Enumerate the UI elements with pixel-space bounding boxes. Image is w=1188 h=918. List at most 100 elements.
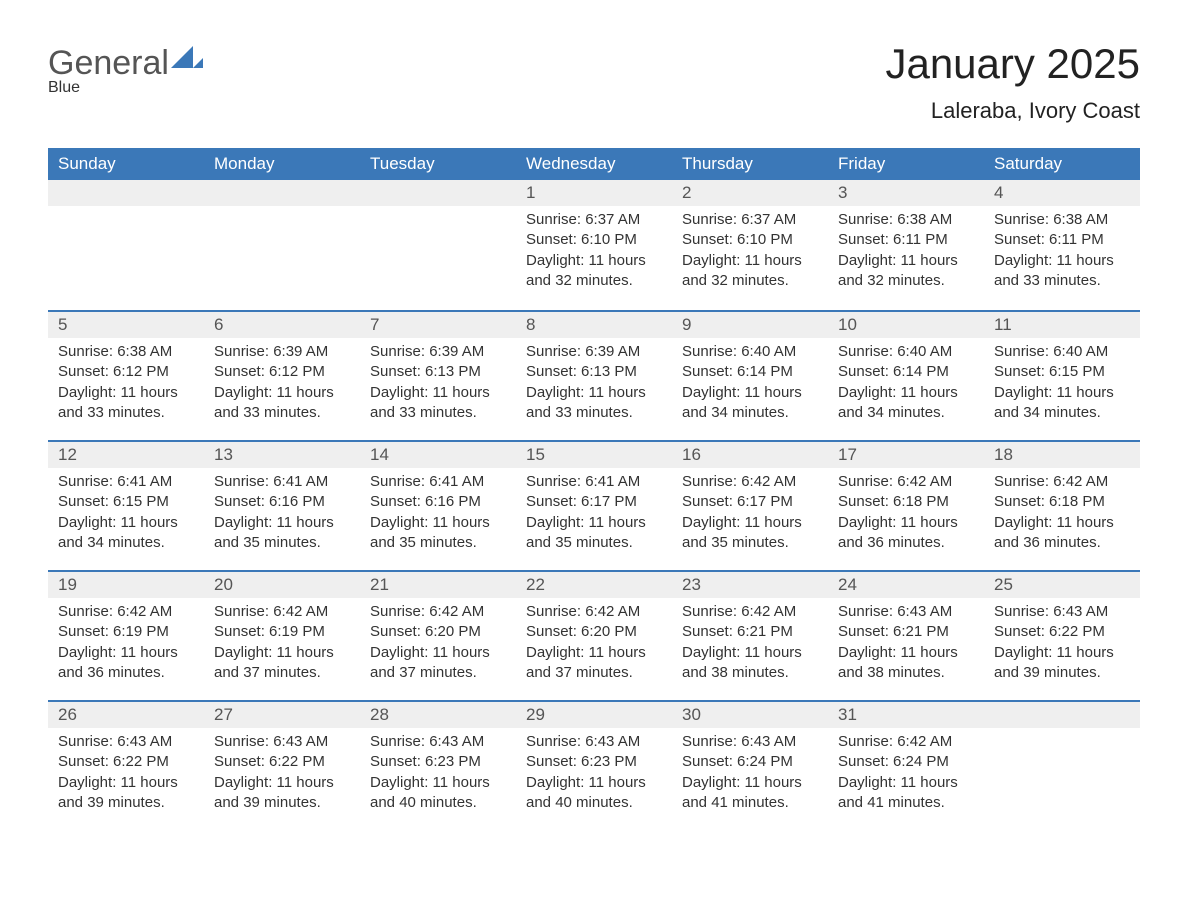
- sunrise-text: Sunrise: 6:42 AM: [994, 472, 1130, 492]
- daylight-line1: Daylight: 11 hours: [58, 513, 194, 533]
- daylight-line1: Daylight: 11 hours: [370, 773, 506, 793]
- daylight-line1: Daylight: 11 hours: [838, 513, 974, 533]
- daylight-line1: Daylight: 11 hours: [526, 251, 662, 271]
- daylight-line2: and 34 minutes.: [994, 403, 1130, 423]
- day-number: 18: [984, 440, 1140, 468]
- sunrise-text: Sunrise: 6:38 AM: [994, 210, 1130, 230]
- day-details: Sunrise: 6:40 AMSunset: 6:14 PMDaylight:…: [828, 338, 984, 431]
- sunrise-text: Sunrise: 6:37 AM: [682, 210, 818, 230]
- day-details: Sunrise: 6:41 AMSunset: 6:15 PMDaylight:…: [48, 468, 204, 561]
- sunset-text: Sunset: 6:24 PM: [682, 752, 818, 772]
- calendar-day-cell: [984, 700, 1140, 830]
- day-number: 14: [360, 440, 516, 468]
- calendar-day-cell: 6Sunrise: 6:39 AMSunset: 6:12 PMDaylight…: [204, 310, 360, 440]
- day-number: [360, 180, 516, 206]
- day-details: Sunrise: 6:43 AMSunset: 6:23 PMDaylight:…: [516, 728, 672, 821]
- calendar-day-cell: 30Sunrise: 6:43 AMSunset: 6:24 PMDayligh…: [672, 700, 828, 830]
- month-title: January 2025: [885, 40, 1140, 88]
- daylight-line2: and 33 minutes.: [994, 271, 1130, 291]
- calendar-day-cell: 22Sunrise: 6:42 AMSunset: 6:20 PMDayligh…: [516, 570, 672, 700]
- weekday-header: Tuesday: [360, 148, 516, 180]
- sunrise-text: Sunrise: 6:39 AM: [214, 342, 350, 362]
- day-details: Sunrise: 6:39 AMSunset: 6:13 PMDaylight:…: [360, 338, 516, 431]
- logo-blue-text: Blue: [48, 79, 80, 96]
- daylight-line2: and 35 minutes.: [214, 533, 350, 553]
- weekday-header: Wednesday: [516, 148, 672, 180]
- day-number: 11: [984, 310, 1140, 338]
- sunrise-text: Sunrise: 6:42 AM: [370, 602, 506, 622]
- day-number: 4: [984, 180, 1140, 206]
- daylight-line1: Daylight: 11 hours: [526, 513, 662, 533]
- daylight-line1: Daylight: 11 hours: [994, 251, 1130, 271]
- title-block: January 2025 Laleraba, Ivory Coast: [885, 40, 1140, 124]
- calendar-day-cell: 31Sunrise: 6:42 AMSunset: 6:24 PMDayligh…: [828, 700, 984, 830]
- day-details: Sunrise: 6:42 AMSunset: 6:24 PMDaylight:…: [828, 728, 984, 821]
- day-details: Sunrise: 6:43 AMSunset: 6:22 PMDaylight:…: [48, 728, 204, 821]
- sunrise-text: Sunrise: 6:43 AM: [682, 732, 818, 752]
- daylight-line2: and 38 minutes.: [838, 663, 974, 683]
- day-number: 3: [828, 180, 984, 206]
- day-number: 27: [204, 700, 360, 728]
- sunset-text: Sunset: 6:14 PM: [838, 362, 974, 382]
- daylight-line2: and 39 minutes.: [994, 663, 1130, 683]
- calendar-day-cell: 23Sunrise: 6:42 AMSunset: 6:21 PMDayligh…: [672, 570, 828, 700]
- day-details: Sunrise: 6:42 AMSunset: 6:17 PMDaylight:…: [672, 468, 828, 561]
- day-number: 21: [360, 570, 516, 598]
- sunrise-text: Sunrise: 6:41 AM: [370, 472, 506, 492]
- day-number: 29: [516, 700, 672, 728]
- daylight-line1: Daylight: 11 hours: [58, 383, 194, 403]
- sunset-text: Sunset: 6:13 PM: [526, 362, 662, 382]
- sunrise-text: Sunrise: 6:41 AM: [214, 472, 350, 492]
- daylight-line1: Daylight: 11 hours: [994, 643, 1130, 663]
- calendar-day-cell: 25Sunrise: 6:43 AMSunset: 6:22 PMDayligh…: [984, 570, 1140, 700]
- sunrise-text: Sunrise: 6:38 AM: [838, 210, 974, 230]
- sunrise-text: Sunrise: 6:43 AM: [838, 602, 974, 622]
- sunset-text: Sunset: 6:21 PM: [838, 622, 974, 642]
- sunset-text: Sunset: 6:15 PM: [58, 492, 194, 512]
- sunset-text: Sunset: 6:11 PM: [994, 230, 1130, 250]
- sunrise-text: Sunrise: 6:43 AM: [370, 732, 506, 752]
- daylight-line2: and 41 minutes.: [838, 793, 974, 813]
- daylight-line1: Daylight: 11 hours: [838, 383, 974, 403]
- day-number: 28: [360, 700, 516, 728]
- sunset-text: Sunset: 6:20 PM: [526, 622, 662, 642]
- daylight-line1: Daylight: 11 hours: [526, 383, 662, 403]
- daylight-line2: and 35 minutes.: [682, 533, 818, 553]
- sunset-text: Sunset: 6:10 PM: [682, 230, 818, 250]
- daylight-line2: and 41 minutes.: [682, 793, 818, 813]
- day-details: Sunrise: 6:43 AMSunset: 6:21 PMDaylight:…: [828, 598, 984, 691]
- sunset-text: Sunset: 6:22 PM: [58, 752, 194, 772]
- sunrise-text: Sunrise: 6:42 AM: [58, 602, 194, 622]
- sunrise-text: Sunrise: 6:42 AM: [682, 602, 818, 622]
- sunset-text: Sunset: 6:24 PM: [838, 752, 974, 772]
- calendar-week-row: 1 Sunrise: 6:37 AMSunset: 6:10 PM Daylight…: [48, 180, 1140, 310]
- day-details: Sunrise: 6:38 AMSunset: 6:11 PMDaylight:…: [984, 206, 1140, 299]
- day-number: 24: [828, 570, 984, 598]
- daylight-line1: Daylight: 11 hours: [994, 383, 1130, 403]
- day-details: Sunrise: 6:42 AMSunset: 6:21 PMDaylight:…: [672, 598, 828, 691]
- day-number: 15: [516, 440, 672, 468]
- calendar-table: SundayMondayTuesdayWednesdayThursdayFrid…: [48, 148, 1140, 830]
- calendar-day-cell: 12Sunrise: 6:41 AMSunset: 6:15 PMDayligh…: [48, 440, 204, 570]
- day-number: 2: [672, 180, 828, 206]
- daylight-line1: Daylight: 11 hours: [370, 643, 506, 663]
- daylight-line1: Daylight: 11 hours: [838, 251, 974, 271]
- day-number: 1: [516, 180, 672, 206]
- daylight-line1: Daylight: 11 hours: [526, 773, 662, 793]
- sunset-text: Sunset: 6:15 PM: [994, 362, 1130, 382]
- calendar-day-cell: [204, 180, 360, 310]
- daylight-line1: Daylight: 11 hours: [994, 513, 1130, 533]
- day-details: Sunrise: 6:42 AMSunset: 6:19 PMDaylight:…: [204, 598, 360, 691]
- calendar-day-cell: 21Sunrise: 6:42 AMSunset: 6:20 PMDayligh…: [360, 570, 516, 700]
- sunrise-text: Sunrise: 6:42 AM: [838, 732, 974, 752]
- page-header: General Blue January 2025 Laleraba, Ivor…: [48, 40, 1140, 124]
- weekday-header: Monday: [204, 148, 360, 180]
- daylight-line2: and 34 minutes.: [682, 403, 818, 423]
- sunset-text: Sunset: 6:12 PM: [58, 362, 194, 382]
- calendar-day-cell: 1Sunrise: 6:37 AMSunset: 6:10 PMDaylight…: [516, 180, 672, 310]
- calendar-day-cell: 2Sunrise: 6:37 AMSunset: 6:10 PMDaylight…: [672, 180, 828, 310]
- sunset-text: Sunset: 6:11 PM: [838, 230, 974, 250]
- calendar-day-cell: 28Sunrise: 6:43 AMSunset: 6:23 PMDayligh…: [360, 700, 516, 830]
- location-text: Laleraba, Ivory Coast: [885, 98, 1140, 124]
- sunrise-text: Sunrise: 6:39 AM: [370, 342, 506, 362]
